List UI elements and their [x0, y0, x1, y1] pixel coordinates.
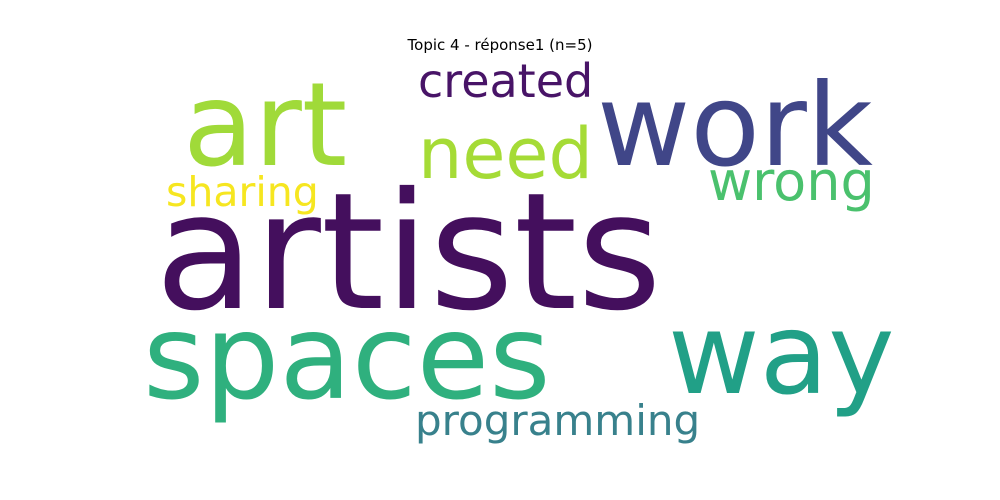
word-created: created [418, 54, 593, 108]
word-artists: artists [155, 159, 662, 347]
figure-title: Topic 4 - réponse1 (n=5) [407, 36, 593, 54]
word-wrong: wrong [708, 150, 875, 213]
word-programming: programming [415, 396, 700, 445]
word-spaces: spaces [143, 288, 551, 426]
word-work: work [597, 59, 873, 192]
word-sharing: sharing [166, 168, 319, 216]
word-way: way [668, 290, 895, 420]
word-need: need [418, 113, 593, 195]
word-art: art [183, 58, 347, 193]
